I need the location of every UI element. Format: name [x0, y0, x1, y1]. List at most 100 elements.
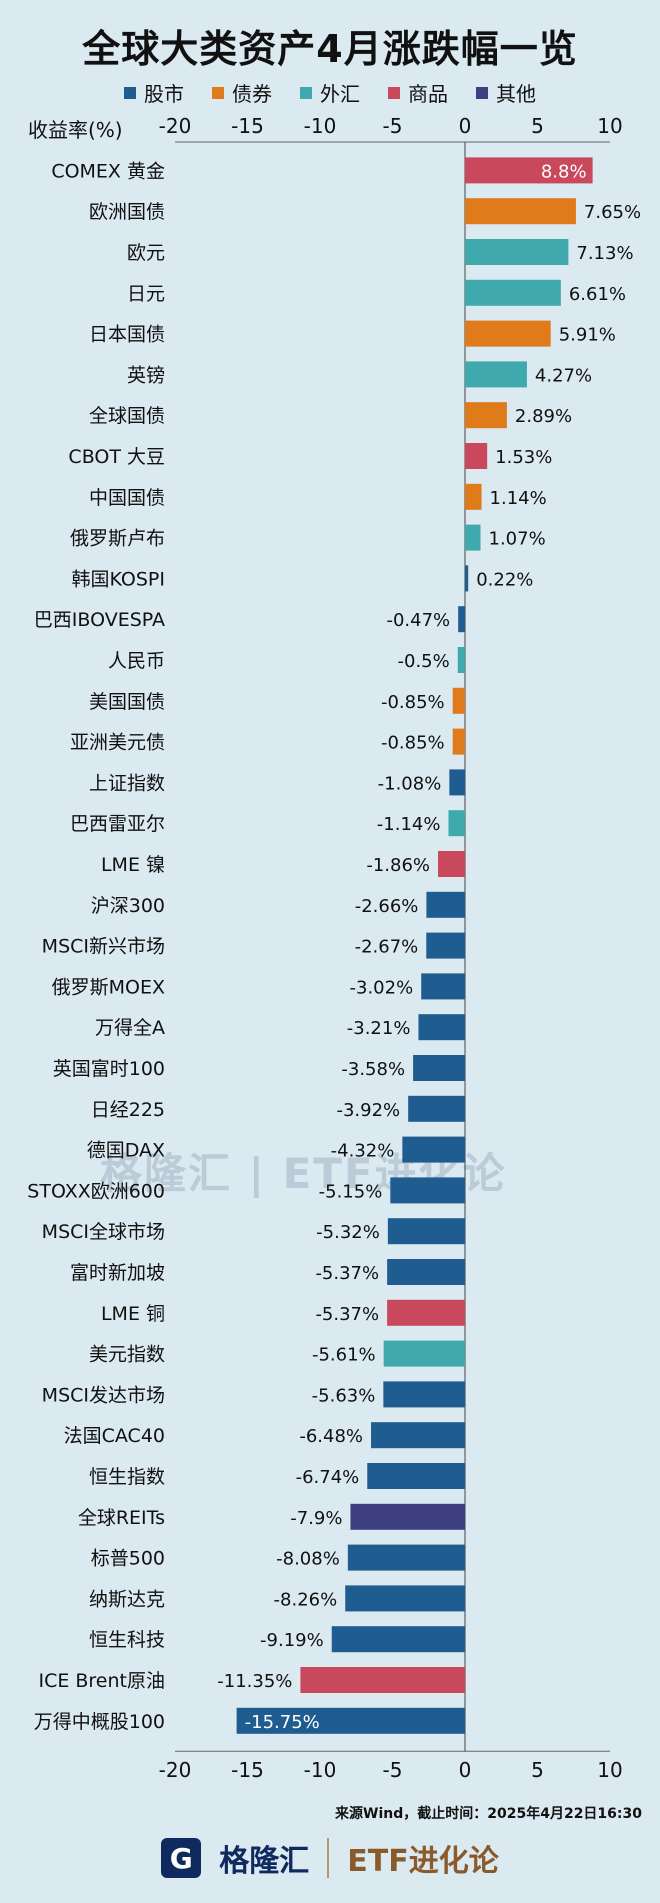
category-label: 巴西IBOVESPA: [34, 609, 165, 631]
bar: [465, 157, 593, 184]
x-tick-label-top: 0: [459, 114, 472, 138]
category-label: 恒生指数: [89, 1466, 165, 1488]
bar: [465, 320, 551, 347]
x-tick-label-top: 5: [531, 114, 544, 138]
category-label: 标普500: [91, 1548, 165, 1570]
category-label: 全球国债: [89, 405, 165, 427]
bar: [408, 1095, 465, 1122]
value-label: 1.07%: [489, 529, 546, 550]
value-label: -8.26%: [274, 1589, 338, 1610]
bar: [387, 1259, 465, 1285]
value-label: -3.02%: [350, 977, 414, 998]
value-label: -4.32%: [331, 1141, 395, 1162]
legend-label: 商品: [408, 82, 448, 106]
category-label: 日本国债: [89, 324, 165, 346]
value-label: -1.86%: [366, 855, 430, 876]
bar: [350, 1503, 465, 1530]
chart-title: 全球大类资产4月涨跌幅一览: [82, 27, 578, 71]
bar: [387, 1218, 465, 1245]
category-label: 纳斯达克: [89, 1588, 165, 1610]
bar: [448, 810, 465, 837]
category-label: ICE Brent原油: [38, 1670, 165, 1692]
bar: [457, 647, 465, 673]
legend-item-other: 其他: [476, 78, 536, 107]
value-label: -0.5%: [398, 651, 450, 672]
value-label: -5.61%: [312, 1345, 376, 1366]
bar: [465, 524, 481, 551]
value-label: -5.15%: [319, 1181, 383, 1202]
bar: [465, 198, 576, 225]
value-label: -7.9%: [290, 1508, 342, 1529]
category-label: 英国富时100: [53, 1058, 165, 1080]
category-label: 亚洲美元债: [70, 732, 165, 754]
legend-swatch: [300, 86, 312, 99]
category-label: MSCI全球市场: [42, 1221, 165, 1243]
bar: [452, 728, 465, 755]
value-label: 7.65%: [584, 202, 641, 223]
bar: [390, 1177, 465, 1204]
value-label: -3.58%: [341, 1059, 405, 1080]
x-tick-label-top: -10: [304, 114, 337, 138]
category-label: 俄罗斯卢布: [70, 528, 165, 550]
x-tick-label-bottom: -10: [304, 1758, 337, 1782]
bar: [367, 1463, 465, 1489]
category-label: MSCI发达市场: [42, 1384, 165, 1406]
bar: [413, 1055, 465, 1081]
category-label: 俄罗斯MOEX: [52, 976, 165, 998]
value-label: 0.22%: [476, 569, 533, 590]
legend-swatch: [124, 86, 136, 99]
value-label: -9.19%: [260, 1630, 324, 1651]
value-label: 1.14%: [490, 488, 547, 509]
category-label: 英镑: [127, 364, 165, 386]
bar: [452, 687, 465, 714]
category-label: 沪深300: [91, 895, 165, 917]
category-label: 恒生科技: [89, 1629, 165, 1651]
legend-label: 其他: [496, 82, 536, 106]
legend-item-commodity: 商品: [388, 78, 448, 107]
category-label: LME 镍: [101, 854, 165, 876]
legend-item-stock: 股市: [124, 78, 184, 107]
value-label: -6.48%: [299, 1426, 363, 1447]
value-label: 8.8%: [541, 161, 587, 182]
legend-item-bond: 债券: [212, 78, 272, 107]
category-label: STOXX欧洲600: [27, 1180, 165, 1202]
bar: [465, 239, 569, 265]
category-label: 德国DAX: [87, 1140, 165, 1162]
value-label: 5.91%: [559, 325, 616, 346]
bar: [449, 769, 465, 796]
bar: [402, 1136, 465, 1163]
bar: [465, 361, 527, 388]
bar-chart: -20 -20 -15 -15 -10 -10 -5 -5 0 0 5 5 10 10 COMEX 黄金 8.…: [27, 114, 641, 1782]
legend-swatch: [388, 86, 400, 99]
value-label: -0.85%: [381, 692, 445, 713]
value-label: -5.37%: [315, 1304, 379, 1325]
bar: [418, 1014, 465, 1041]
value-label: -3.92%: [336, 1100, 400, 1121]
source-note: 来源Wind，截止时间：2025年4月22日16:30: [335, 1806, 642, 1822]
category-label: 巴西雷亚尔: [70, 813, 165, 835]
legend-label: 外汇: [320, 82, 360, 106]
value-label: -2.66%: [355, 896, 419, 917]
bar: [347, 1544, 465, 1571]
bar: [236, 1707, 465, 1734]
category-label: 欧元: [127, 242, 165, 264]
category-label: 万得全A: [95, 1017, 165, 1039]
legend-label: 股市: [144, 82, 184, 106]
x-tick-label-top: -20: [159, 114, 192, 138]
legend-label: 债券: [232, 82, 272, 106]
value-label: -5.37%: [315, 1263, 379, 1284]
category-label: 人民币: [108, 650, 165, 672]
category-label: 欧洲国债: [89, 201, 165, 223]
category-label: 中国国债: [89, 487, 165, 509]
value-label: 7.13%: [576, 243, 633, 264]
value-label: -6.74%: [296, 1467, 360, 1488]
bar: [465, 279, 561, 306]
value-label: 6.61%: [569, 284, 626, 305]
bar: [438, 851, 465, 877]
legend-swatch: [476, 86, 488, 99]
value-label: -8.08%: [276, 1549, 340, 1570]
bar: [465, 565, 469, 592]
category-label: 富时新加坡: [70, 1262, 165, 1284]
logo-divider: [327, 1838, 330, 1878]
value-label: -11.35%: [217, 1671, 292, 1692]
